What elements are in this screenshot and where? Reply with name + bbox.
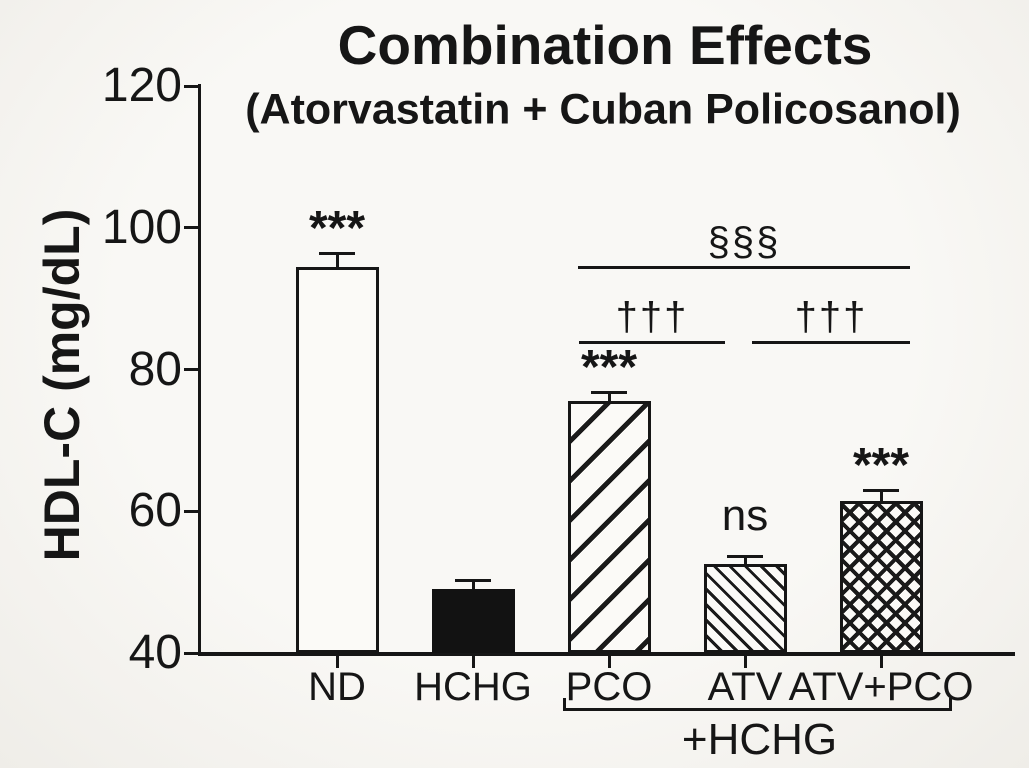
sig-bracket-label: §§§: [707, 220, 781, 265]
y-tick: [184, 84, 198, 88]
chart-subtitle: (Atorvastatin + Cuban Policosanol): [245, 85, 961, 134]
chart-title: Combination Effects: [337, 14, 873, 76]
error-bar-cap: [319, 252, 355, 256]
x-tick: [607, 655, 611, 668]
error-bar-cap: [455, 578, 491, 582]
y-tick-label: 80: [128, 342, 182, 396]
x-tick-label: ATV+PCO: [788, 665, 974, 709]
bar-pco: [567, 401, 651, 653]
sig-bracket-line: [579, 341, 725, 345]
bar-annotation: ns: [721, 490, 769, 540]
error-bar-stem: [743, 555, 747, 569]
error-bar-cap: [591, 391, 627, 395]
bar-annotation: ***: [580, 341, 638, 395]
bar-annotation: ***: [852, 438, 910, 492]
group-bracket: [563, 698, 952, 711]
x-tick: [471, 655, 475, 668]
y-tick: [184, 368, 198, 371]
x-tick: [743, 655, 747, 668]
x-tick-label: ND: [308, 665, 366, 709]
y-tick: [184, 651, 198, 655]
error-bar-stem: [335, 253, 339, 271]
bar-hchg: [431, 589, 515, 653]
sig-bracket-line: [578, 266, 910, 270]
y-tick-label: 100: [101, 200, 182, 254]
y-tick-label: 120: [101, 59, 182, 112]
bar-nd: [295, 266, 379, 653]
error-bar-cap: [727, 554, 763, 558]
bar-atv-pco: [839, 500, 923, 653]
y-tick: [184, 509, 198, 513]
group-bracket-label: +HCHG: [681, 715, 838, 764]
x-tick-label: HCHG: [414, 665, 532, 709]
bar-atv: [703, 564, 787, 653]
error-bar-stem: [607, 392, 611, 406]
y-tick: [184, 226, 198, 230]
y-tick-label: 40: [128, 626, 182, 679]
sig-bracket-line: [752, 341, 910, 345]
x-tick: [335, 655, 339, 668]
x-axis-line: [198, 652, 1015, 656]
sig-bracket-label: †††: [794, 295, 868, 340]
bar-annotation: ***: [308, 202, 366, 256]
sig-bracket-label: †††: [615, 295, 689, 340]
y-tick-label: 60: [128, 484, 182, 538]
x-tick-label: ATV: [707, 665, 783, 709]
error-bar-cap: [863, 488, 899, 492]
x-tick-label: PCO: [565, 665, 653, 709]
y-axis-line: [198, 84, 201, 655]
error-bar-stem: [879, 489, 883, 505]
x-tick: [879, 655, 883, 668]
error-bar-stem: [471, 579, 475, 594]
